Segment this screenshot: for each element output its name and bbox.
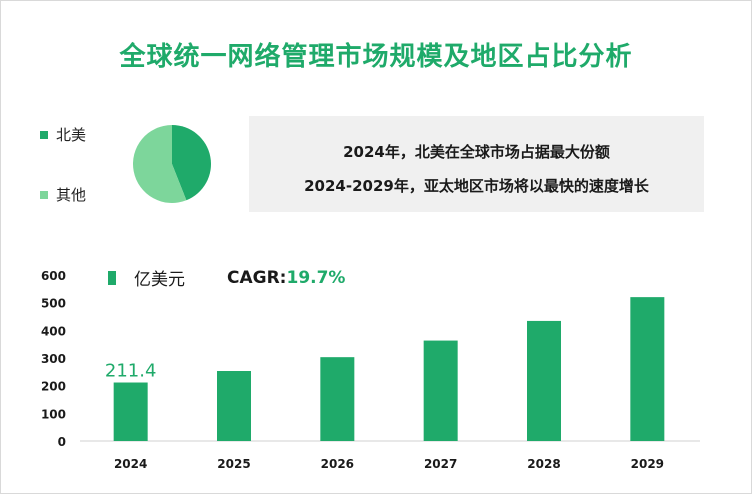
x-tick-label: 2027 — [424, 457, 457, 471]
bar-2026 — [320, 357, 355, 441]
pie-slice-north-america — [172, 125, 211, 201]
x-tick-label: 2026 — [321, 457, 354, 471]
bar-2024 — [113, 382, 148, 441]
legend-label: 其他 — [56, 186, 87, 204]
info-line-1: 2024年，北美在全球市场占据最大份额 — [343, 143, 610, 161]
data-label: 211.4 — [105, 361, 157, 382]
cagr-value: 19.7% — [286, 267, 346, 288]
chart-title: 全球统一网络管理市场规模及地区占比分析 — [119, 42, 633, 72]
pie-legend-item-other: 其他 — [40, 184, 86, 205]
y-tick-label: 100 — [41, 407, 66, 421]
info-box: 2024年，北美在全球市场占据最大份额 2024-2029年，亚太地区市场将以最… — [249, 116, 704, 212]
legend-label: 北美 — [56, 126, 87, 144]
bar-2028 — [527, 320, 561, 441]
pie-slice-other — [133, 125, 187, 203]
bar-2029 — [630, 297, 665, 441]
bar-legend-label: 亿美元 — [134, 270, 185, 290]
legend-swatch — [40, 130, 48, 139]
y-tick-label: 400 — [41, 324, 66, 338]
x-tick-label: 2028 — [527, 457, 560, 471]
bar-2027 — [423, 340, 458, 441]
cagr-label: CAGR: — [227, 267, 287, 288]
legend-swatch — [40, 190, 48, 199]
bar-legend-swatch — [108, 270, 116, 285]
y-tick-label: 200 — [41, 380, 66, 394]
bar-legend: 亿美元 CAGR: 19.7% — [108, 265, 345, 290]
x-tick-label: 2025 — [217, 457, 250, 471]
bar-2025 — [217, 371, 251, 441]
info-line-2: 2024-2029年，亚太地区市场将以最快的速度增长 — [304, 177, 649, 195]
pie-legend-item-north-america: 北美 — [40, 124, 86, 145]
y-tick-label: 500 — [41, 297, 66, 311]
x-tick-label: 2024 — [114, 457, 147, 471]
y-tick-label: 0 — [58, 435, 66, 449]
y-tick-label: 600 — [41, 269, 66, 283]
pie-chart — [132, 124, 212, 208]
y-tick-label: 300 — [41, 352, 66, 366]
x-tick-label: 2029 — [631, 457, 664, 471]
